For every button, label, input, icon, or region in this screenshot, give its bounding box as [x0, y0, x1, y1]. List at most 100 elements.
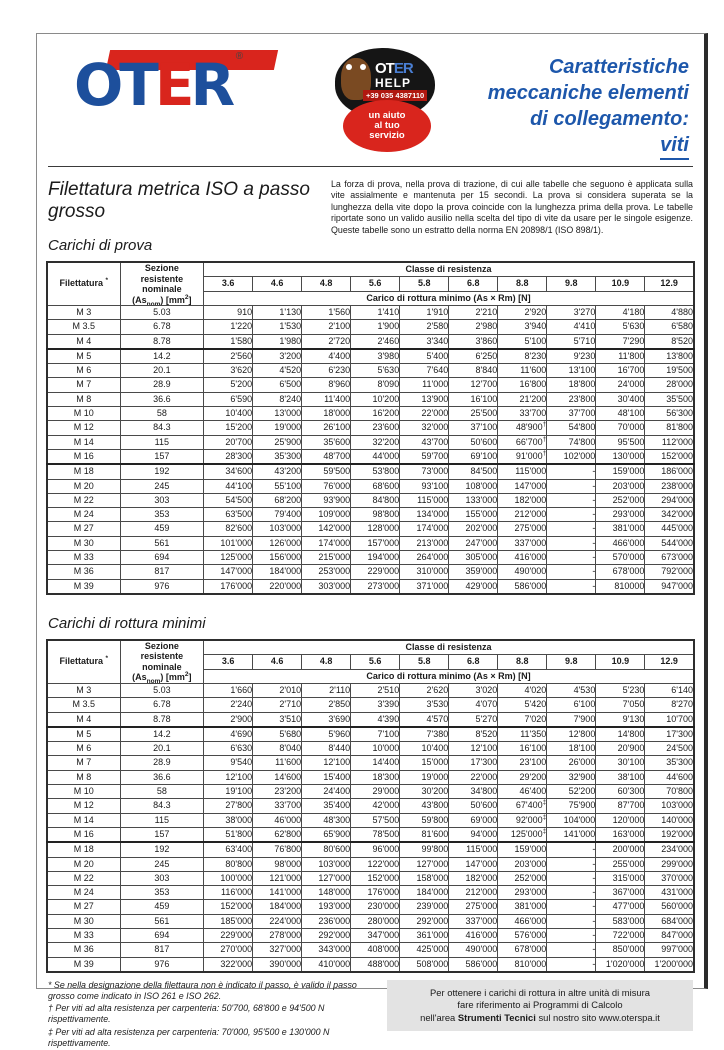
class-header-5.6: 5.6	[350, 276, 401, 292]
load-value-cell: 10'200	[350, 391, 401, 408]
load-value-cell: 141'000	[252, 885, 303, 901]
logo-letters-ot: OT	[74, 51, 159, 119]
load-value-cell: 15'400	[301, 769, 352, 786]
load-value-cell: 255'000	[595, 856, 646, 872]
load-value-cell: 38'100	[595, 769, 646, 786]
load-value-cell: 174'000	[301, 535, 352, 552]
load-value-cell: 2'210	[448, 304, 499, 321]
load-value-cell: 202'000	[448, 521, 499, 537]
load-value-cell: 215'000	[301, 550, 352, 566]
load-value-cell: -	[546, 870, 597, 887]
load-value-cell: 16'100	[497, 741, 548, 757]
section-area-cell: 976	[119, 956, 205, 973]
load-value-cell: 3'200	[252, 348, 303, 365]
section-area-cell: 84.3	[119, 798, 205, 814]
load-value-cell: -	[546, 578, 597, 595]
section-area-cell: 115	[119, 434, 205, 450]
load-value-cell: 125'000‡	[497, 826, 548, 844]
section-area-cell: 245	[119, 856, 205, 872]
load-value-cell: 3'620	[203, 363, 254, 379]
load-value-cell: 116'000	[203, 885, 254, 901]
section-area-cell: 303	[119, 870, 205, 887]
load-value-cell: 1'980	[252, 333, 303, 350]
load-value-cell: 293'000	[595, 507, 646, 523]
load-value-cell: 159'000	[595, 463, 646, 480]
load-value-cell: 115'000	[448, 841, 499, 858]
load-value-cell: 155'000	[448, 507, 499, 523]
badge-brand-ot: OT	[375, 60, 395, 77]
load-value-cell: 30'100	[595, 755, 646, 771]
load-value-cell: 81'600	[399, 826, 450, 844]
load-value-cell: 103'000	[252, 521, 303, 537]
class-header-6.8: 6.8	[448, 276, 499, 292]
load-value-cell: 35'400	[301, 798, 352, 814]
load-value-cell: 303'000	[301, 578, 352, 595]
infobox-line3-post: sul nostro sito www.oterspa.it	[535, 1011, 660, 1023]
load-value-cell: 12'100	[448, 741, 499, 757]
load-value-cell: 5'230	[595, 682, 646, 699]
load-value-cell: 91'000†	[497, 448, 548, 466]
registered-trademark-icon: ®	[235, 51, 244, 62]
load-value-cell: 381'000	[497, 899, 548, 915]
load-value-cell: -	[546, 942, 597, 958]
load-value-cell: 11'000	[399, 377, 450, 393]
load-value-cell: 13'000	[252, 406, 303, 422]
load-value-cell: 16'700	[595, 363, 646, 379]
load-value-cell: 3'020	[448, 682, 499, 699]
load-value-cell: 371'000	[399, 578, 450, 595]
table-row: M 16 157 51'800 62'800 65'900 78'500 81'600 94'…	[46, 826, 695, 844]
table-row: M 24 353 63'500 79'400 109'000 98'800 134'000 1…	[46, 507, 695, 523]
load-value-cell: 8'270	[644, 697, 695, 713]
load-value-cell: 16'100	[448, 391, 499, 408]
load-value-cell: 410'000	[301, 956, 352, 973]
load-value-cell: 12'700	[448, 377, 499, 393]
carico-subheader: Carico di rottura minimo (As × Rm) [N]	[203, 668, 695, 684]
load-value-cell: 910	[203, 304, 254, 321]
load-value-cell: 147'000	[448, 856, 499, 872]
load-value-cell: 4'530	[546, 682, 597, 699]
table-row: M 6 20.1 3'620 4'520 6'230 5'630 7'640 8'840 11'…	[46, 363, 695, 379]
load-value-cell: 11'400	[301, 391, 352, 408]
load-value-cell: -	[546, 507, 597, 523]
class-header-10.9: 10.9	[595, 654, 646, 670]
load-value-cell: 120'000	[595, 812, 646, 828]
class-header-5.6: 5.6	[350, 654, 401, 670]
infobox-line2: fare riferimento ai Programmi di Calcolo	[457, 999, 623, 1011]
load-value-cell: 163'000	[595, 826, 646, 844]
load-value-cell: 14'400	[350, 755, 401, 771]
load-value-cell: 192'000	[644, 826, 695, 844]
load-value-cell: 6'140	[644, 682, 695, 699]
load-value-cell: 9'130	[595, 711, 646, 728]
load-value-cell: 98'800	[350, 507, 401, 523]
thread-size-cell: M 36	[46, 564, 121, 580]
class-header-12.9: 12.9	[644, 654, 695, 670]
load-value-cell: -	[546, 956, 597, 973]
load-value-cell: 315'000	[595, 870, 646, 887]
load-value-cell: 104'000	[546, 812, 597, 828]
load-value-cell: -	[546, 564, 597, 580]
thread-size-cell: M 7	[46, 377, 121, 393]
load-value-cell: 203'000	[497, 856, 548, 872]
load-value-cell: 7'900	[546, 711, 597, 728]
section-area-cell: 8.78	[119, 333, 205, 350]
load-value-cell: 212'000	[448, 885, 499, 901]
load-value-cell: 57'500	[350, 812, 401, 828]
load-value-cell: 112'000	[644, 434, 695, 450]
table-row: M 36 817 270'000 327'000 343'000 408'000 425'0…	[46, 942, 695, 958]
thread-size-cell: M 24	[46, 885, 121, 901]
load-value-cell: 722'000	[595, 927, 646, 944]
load-value-cell: 576'000	[497, 927, 548, 944]
load-value-cell: 182'000	[448, 870, 499, 887]
intro-paragraph: La forza di prova, nella prova di trazio…	[331, 179, 693, 235]
section-area-cell: 6.78	[119, 697, 205, 713]
load-value-cell: 2'720	[301, 333, 352, 350]
load-value-cell: 68'600	[350, 478, 401, 494]
class-header-4.8: 4.8	[301, 276, 352, 292]
load-value-cell: 583'000	[595, 913, 646, 929]
load-value-cell: 431'000	[644, 885, 695, 901]
load-value-cell: 11'600	[252, 755, 303, 771]
load-value-cell: 24'000	[595, 377, 646, 393]
load-value-cell: 678'000	[497, 942, 548, 958]
title-line1: Caratteristiche	[548, 56, 689, 78]
load-value-cell: 127'000	[301, 870, 352, 887]
